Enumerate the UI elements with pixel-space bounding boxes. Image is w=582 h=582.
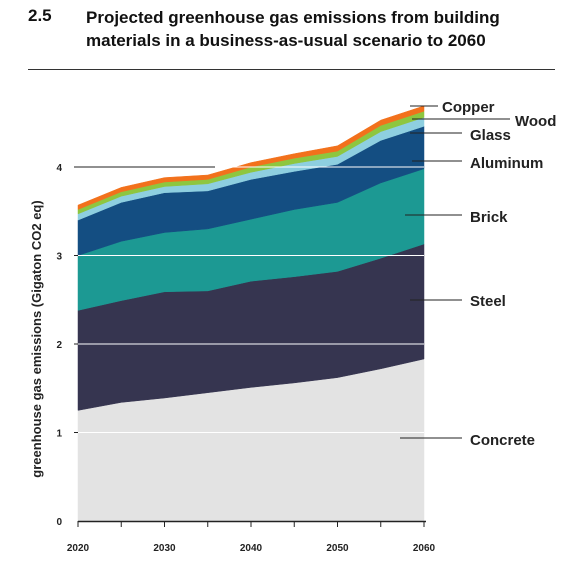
- chart-title: Projected greenhouse gas emissions from …: [86, 8, 500, 50]
- area-copper: [77, 105, 425, 210]
- title-divider: [28, 69, 555, 70]
- series-label-glass: Glass: [470, 127, 511, 144]
- y-tick-label-1: 1: [56, 429, 62, 440]
- x-tick-label-2030: 2030: [153, 543, 176, 554]
- y-tick-label-3: 3: [56, 252, 62, 263]
- x-tick-label-2060: 2060: [413, 543, 436, 554]
- x-tick-label-2040: 2040: [240, 543, 263, 554]
- x-tick-label-2050: 2050: [326, 543, 349, 554]
- axes: 2020 2030 2040 2050 2060 0 1 2 3 4: [56, 163, 435, 554]
- y-tick-label-4: 4: [56, 163, 62, 174]
- label-leader-lines: [74, 105, 510, 439]
- area-layers: [77, 105, 425, 522]
- series-label-steel: Steel: [470, 293, 506, 310]
- y-tick-label-2: 2: [56, 340, 62, 351]
- x-tick-label-2020: 2020: [67, 543, 90, 554]
- y-tick-label-0: 0: [56, 517, 62, 528]
- series-label-brick: Brick: [470, 209, 508, 226]
- series-label-wood: Wood: [515, 113, 556, 130]
- figure-number: 2.5: [28, 6, 52, 25]
- series-label-aluminum: Aluminum: [470, 155, 543, 172]
- series-label-concrete: Concrete: [470, 432, 535, 449]
- y-axis-label: greenhouse gas emissions (Gigaton CO2 eq…: [29, 200, 44, 477]
- series-label-copper: Copper: [442, 99, 495, 116]
